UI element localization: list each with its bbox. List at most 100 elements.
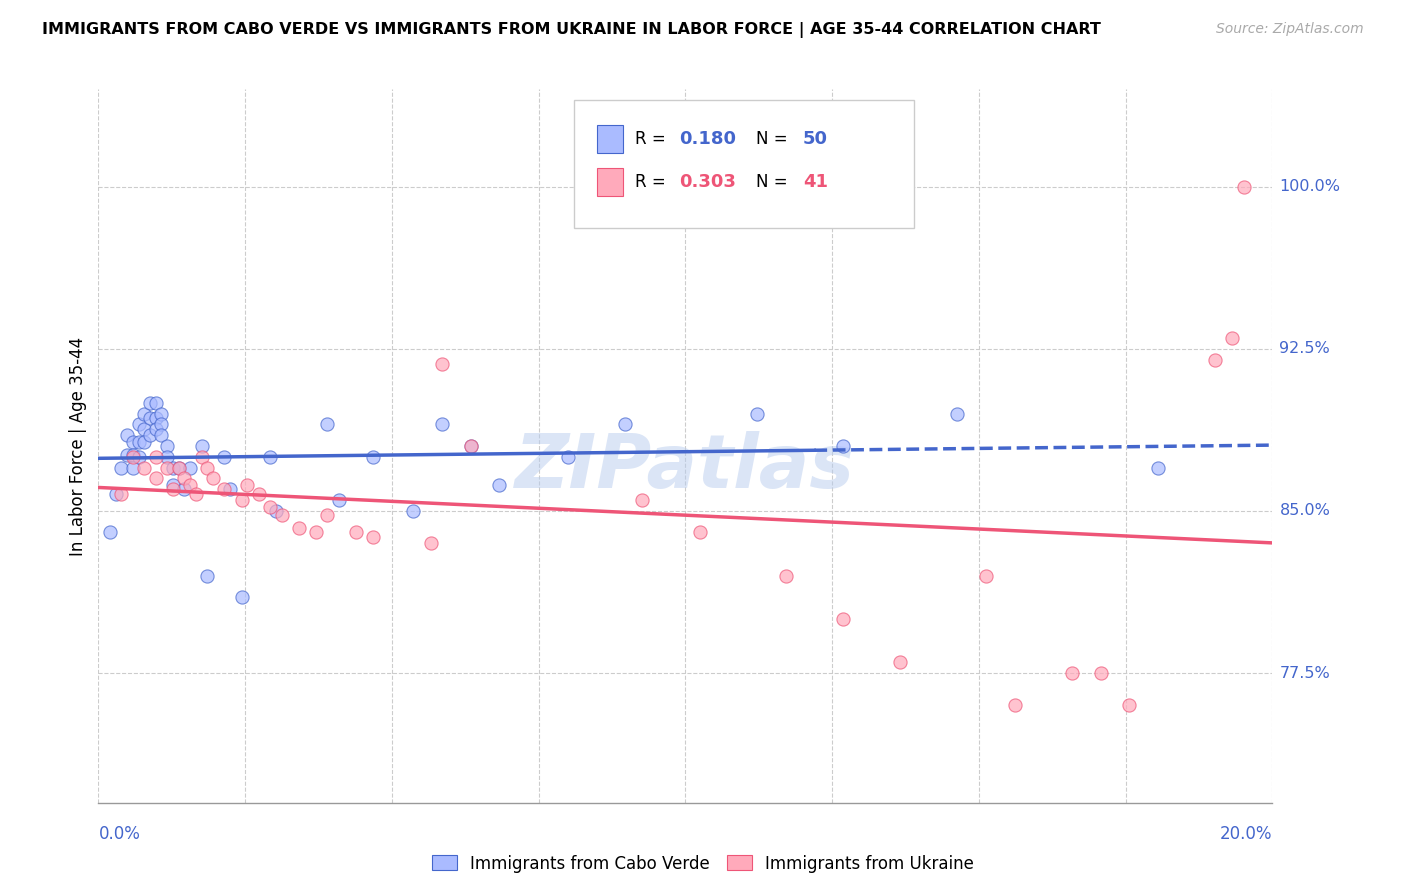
Point xyxy=(115,428,138,442)
Point xyxy=(614,417,637,432)
Point xyxy=(889,655,911,669)
Point xyxy=(214,450,236,464)
Y-axis label: In Labor Force | Age 35-44: In Labor Force | Age 35-44 xyxy=(69,336,87,556)
Point xyxy=(460,439,482,453)
Text: R =: R = xyxy=(636,130,671,148)
Point xyxy=(121,460,143,475)
Text: 100.0%: 100.0% xyxy=(1279,179,1340,194)
Point xyxy=(344,525,367,540)
Point xyxy=(1204,352,1226,367)
Text: Source: ZipAtlas.com: Source: ZipAtlas.com xyxy=(1216,22,1364,37)
Point xyxy=(150,407,173,421)
Point xyxy=(460,439,482,453)
Point xyxy=(214,482,236,496)
Point xyxy=(128,417,150,432)
Point xyxy=(316,417,339,432)
Point xyxy=(150,428,173,442)
Point xyxy=(195,568,218,582)
Point xyxy=(134,460,156,475)
Text: R =: R = xyxy=(636,173,671,191)
Point xyxy=(1090,666,1112,681)
Text: 0.0%: 0.0% xyxy=(98,825,141,843)
Point xyxy=(162,478,184,492)
Point xyxy=(316,508,339,523)
Point xyxy=(190,439,212,453)
Point xyxy=(173,471,195,485)
Point xyxy=(115,448,138,462)
Point xyxy=(1220,331,1243,345)
Point xyxy=(363,530,385,544)
Point xyxy=(139,396,162,410)
Text: N =: N = xyxy=(756,173,793,191)
Point xyxy=(145,410,167,425)
Point xyxy=(488,478,510,492)
Point xyxy=(305,525,328,540)
Point xyxy=(247,486,270,500)
Point xyxy=(162,460,184,475)
Point xyxy=(184,486,207,500)
Text: 0.180: 0.180 xyxy=(679,130,737,148)
Text: IMMIGRANTS FROM CABO VERDE VS IMMIGRANTS FROM UKRAINE IN LABOR FORCE | AGE 35-44: IMMIGRANTS FROM CABO VERDE VS IMMIGRANTS… xyxy=(42,22,1101,38)
Point xyxy=(121,434,143,449)
Point xyxy=(775,568,797,582)
Point xyxy=(557,450,579,464)
Text: N =: N = xyxy=(756,130,793,148)
Point xyxy=(134,434,156,449)
Point xyxy=(402,504,425,518)
Point xyxy=(110,486,132,500)
Bar xyxy=(598,125,623,153)
Point xyxy=(264,504,287,518)
Point xyxy=(1147,460,1170,475)
Point xyxy=(128,450,150,464)
Point xyxy=(259,500,281,514)
Point xyxy=(259,450,281,464)
Point xyxy=(219,482,242,496)
Point xyxy=(145,450,167,464)
Point xyxy=(419,536,441,550)
Text: 50: 50 xyxy=(803,130,828,148)
Text: 41: 41 xyxy=(803,173,828,191)
Text: 85.0%: 85.0% xyxy=(1279,503,1330,518)
Point xyxy=(156,450,179,464)
Point xyxy=(145,471,167,485)
Legend: Immigrants from Cabo Verde, Immigrants from Ukraine: Immigrants from Cabo Verde, Immigrants f… xyxy=(426,848,980,880)
Point xyxy=(139,428,162,442)
Point xyxy=(150,417,173,432)
Point xyxy=(179,478,201,492)
Point xyxy=(631,493,654,508)
Point xyxy=(98,525,121,540)
Point xyxy=(1060,666,1083,681)
FancyBboxPatch shape xyxy=(574,100,914,228)
Point xyxy=(231,493,253,508)
Point xyxy=(121,448,143,462)
Point xyxy=(946,407,969,421)
Point xyxy=(156,460,179,475)
Point xyxy=(167,460,190,475)
Point xyxy=(745,407,768,421)
Point xyxy=(195,460,218,475)
Point xyxy=(145,396,167,410)
Point xyxy=(179,460,201,475)
Point xyxy=(167,460,190,475)
Text: 92.5%: 92.5% xyxy=(1279,342,1330,356)
Point xyxy=(134,422,156,436)
Point xyxy=(328,493,350,508)
Point xyxy=(128,434,150,449)
Text: 20.0%: 20.0% xyxy=(1220,825,1272,843)
Point xyxy=(270,508,292,523)
Point xyxy=(156,439,179,453)
Point xyxy=(162,482,184,496)
Point xyxy=(430,417,453,432)
Point xyxy=(173,482,195,496)
Point xyxy=(104,486,127,500)
Point xyxy=(363,450,385,464)
Point xyxy=(1004,698,1026,713)
Point xyxy=(832,439,855,453)
Point xyxy=(134,407,156,421)
Point xyxy=(201,471,224,485)
Point xyxy=(1233,179,1256,194)
Point xyxy=(832,612,855,626)
Point xyxy=(110,460,132,475)
Point xyxy=(288,521,311,535)
Point xyxy=(190,450,212,464)
